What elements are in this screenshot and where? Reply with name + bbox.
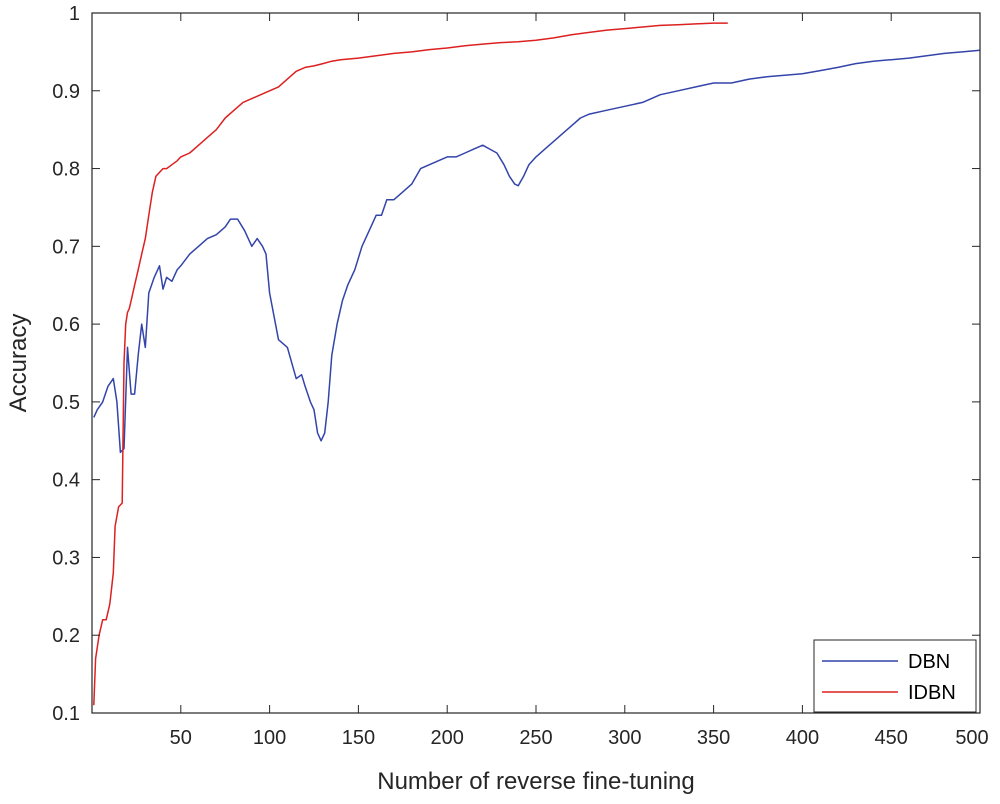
y-tick-label: 0.8 xyxy=(52,159,80,181)
y-tick-label: 1 xyxy=(69,3,80,25)
y-tick-label: 0.5 xyxy=(52,392,80,414)
x-tick-label: 100 xyxy=(253,727,286,749)
x-tick-label: 200 xyxy=(431,727,464,749)
series-line-idbn xyxy=(93,22,728,706)
x-axis-label: Number of reverse fine-tuning xyxy=(377,768,694,795)
y-tick-label: 0.9 xyxy=(52,81,80,103)
y-tick-label: 0.4 xyxy=(52,470,80,492)
legend: DBN IDBN xyxy=(813,639,977,713)
plot-area xyxy=(92,13,980,713)
x-tick-label: 300 xyxy=(608,727,641,749)
legend-box xyxy=(813,639,977,713)
x-tick-label: 500 xyxy=(955,727,988,749)
x-tick-labels: 50 100 150 200 250 300 350 400 450 500 xyxy=(170,727,989,749)
y-tick-label: 0.6 xyxy=(52,314,80,336)
x-tick-label: 450 xyxy=(875,727,908,749)
y-tick-labels: 0.1 0.2 0.3 0.4 0.5 0.6 0.7 0.8 0.9 1 xyxy=(52,3,80,725)
y-tick-label: 0.1 xyxy=(52,703,80,725)
x-tick-label: 250 xyxy=(519,727,552,749)
y-axis-label: Accuracy xyxy=(5,314,32,413)
x-tick-label: 150 xyxy=(342,727,375,749)
x-tick-label: 50 xyxy=(170,727,192,749)
x-tick-label: 350 xyxy=(697,727,730,749)
legend-label-idbn: IDBN xyxy=(908,682,956,704)
y-tick-label: 0.3 xyxy=(52,547,80,569)
legend-label-dbn: DBN xyxy=(908,651,950,673)
x-tick-label: 400 xyxy=(786,727,819,749)
y-tick-label: 0.7 xyxy=(52,236,80,258)
series-layer xyxy=(93,22,981,706)
series-line-dbn xyxy=(93,49,981,454)
axes-box xyxy=(91,12,981,714)
y-tick-label: 0.2 xyxy=(52,625,80,647)
